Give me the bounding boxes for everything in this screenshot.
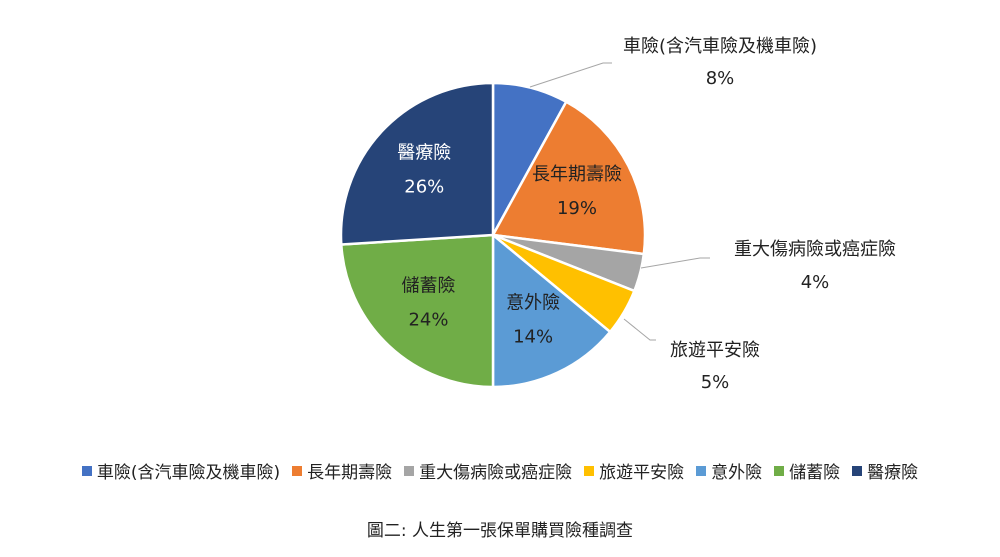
figure-caption: 圖二: 人生第一張保單購買險種調查 (366, 521, 634, 541)
legend-swatch (852, 465, 863, 476)
pie-slice (339, 81, 495, 246)
legend-label: 長年期壽險 (307, 463, 393, 483)
legend-label: 醫療險 (867, 463, 919, 483)
legend-label: 旅遊平安險 (599, 463, 685, 483)
pie-slice (491, 232, 612, 389)
legend-swatch (292, 465, 303, 476)
slice-label: 旅遊平安險 (670, 340, 760, 361)
leader-line (529, 62, 612, 88)
legend-label: 車險(含汽車險及機車險) (96, 463, 281, 483)
legend-item: 意外險 (696, 458, 762, 483)
slice-percent-label: 4% (801, 272, 830, 293)
legend-swatch (404, 465, 415, 476)
pie-chart: 車險(含汽車險及機車險) 8% 長年期壽險 19% 重大傷病險或癌症險 4% 旅遊平安險 5%… (339, 36, 896, 393)
slice-label: 醫療險 (397, 142, 451, 163)
leader-line (640, 257, 710, 269)
legend-item: 車險(含汽車險及機車險) (81, 458, 281, 483)
slice-percent-label: 5% (701, 372, 730, 393)
slice-label: 長年期壽險 (532, 164, 622, 185)
slice-percent-label: 14% (513, 326, 553, 347)
slice-percent-label: 24% (408, 310, 448, 331)
pie-slice (339, 233, 495, 389)
leader-line (623, 318, 656, 341)
legend-label: 重大傷病險或癌症險 (419, 463, 573, 483)
slice-label: 意外險 (506, 292, 560, 313)
legend-item: 長年期壽險 (292, 458, 392, 483)
legend-label: 儲蓄險 (789, 463, 841, 483)
legend-item: 重大傷病險或癌症險 (404, 458, 572, 483)
slice-percent-label: 8% (706, 68, 735, 89)
legend-swatch (696, 465, 707, 476)
legend-swatch (81, 465, 92, 476)
legend-item: 儲蓄險 (774, 458, 840, 483)
chart-legend: 車險(含汽車險及機車險) 長年期壽險 重大傷病險或癌症險 旅遊平安險 意外險 儲蓄險 醫療險 (0, 458, 1000, 483)
legend-swatch (584, 465, 595, 476)
slice-label: 重大傷病險或癌症險 (734, 239, 896, 260)
slice-label: 車險(含汽車險及機車險) (623, 36, 817, 57)
slice-percent-label: 19% (557, 198, 597, 219)
slice-label: 儲蓄險 (401, 276, 455, 297)
legend-item: 旅遊平安險 (584, 458, 684, 483)
pie-slice (491, 100, 647, 256)
legend-item: 醫療險 (852, 458, 918, 483)
legend-label: 意外險 (711, 463, 763, 483)
legend-swatch (774, 465, 785, 476)
slice-percent-label: 26% (404, 176, 444, 197)
